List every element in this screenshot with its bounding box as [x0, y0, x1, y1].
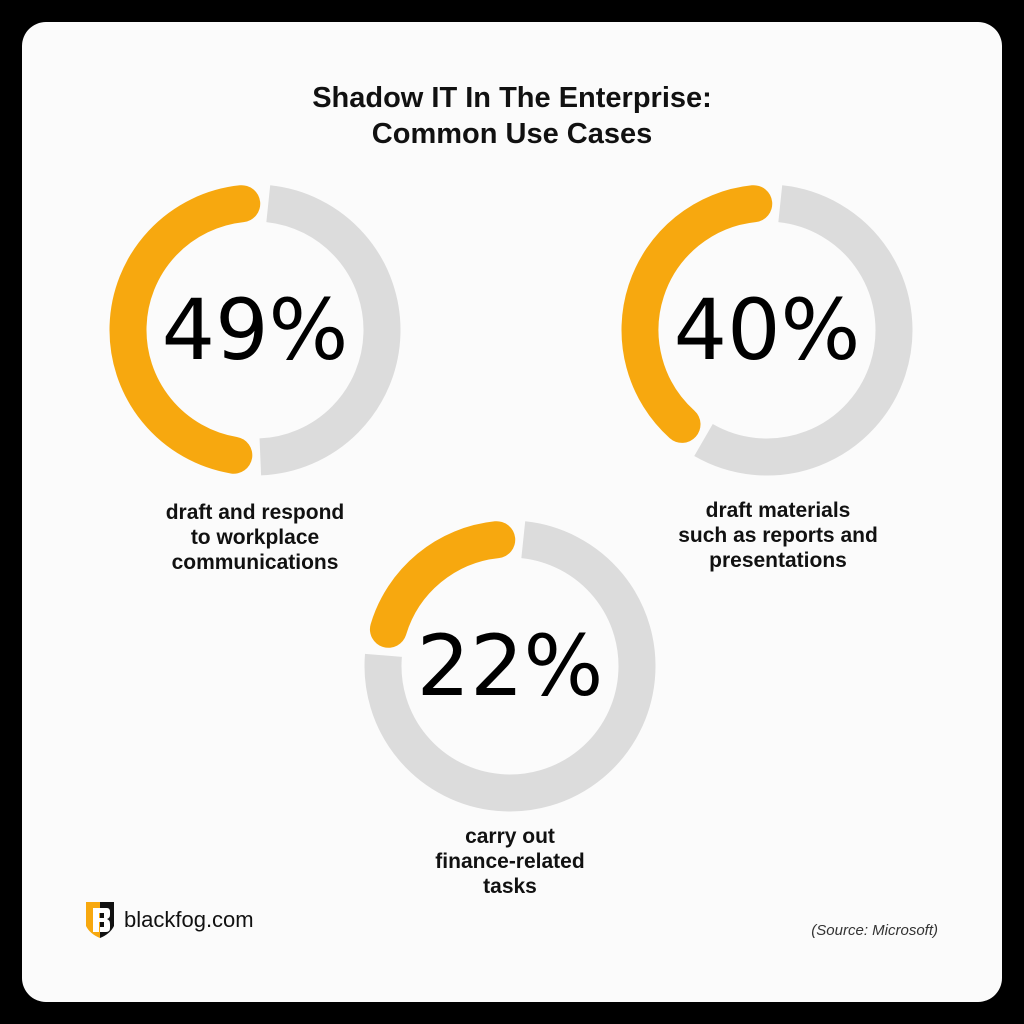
brand-logo: blackfog.com — [84, 900, 254, 940]
blackfog-shield-logo-icon — [86, 902, 114, 938]
donut-track — [364, 521, 656, 812]
donut-percent-label: 40% — [674, 281, 861, 379]
donut-value-arc — [621, 185, 773, 443]
page-title: Shadow IT In The Enterprise: Common Use … — [312, 82, 712, 150]
donut-label-2: draft materials such as reports and pres… — [678, 499, 878, 572]
donut-value-arc — [109, 185, 261, 474]
donut-3: 22% — [364, 521, 656, 812]
donut-1: 49% — [109, 185, 401, 476]
source-note: (Source: Microsoft) — [811, 922, 938, 939]
donut-percent-label: 49% — [162, 281, 349, 379]
brand-name: blackfog.com — [124, 907, 254, 932]
infographic-card — [22, 22, 1002, 1002]
donut-2: 40% — [621, 185, 913, 476]
donut-percent-label: 22% — [417, 617, 604, 715]
donut-track — [694, 185, 913, 476]
donut-value-arc — [369, 521, 516, 648]
donut-track — [259, 185, 401, 476]
donut-label-3: carry out finance-related tasks — [435, 825, 585, 898]
donut-label-1: draft and respond to workplace communica… — [165, 501, 345, 574]
